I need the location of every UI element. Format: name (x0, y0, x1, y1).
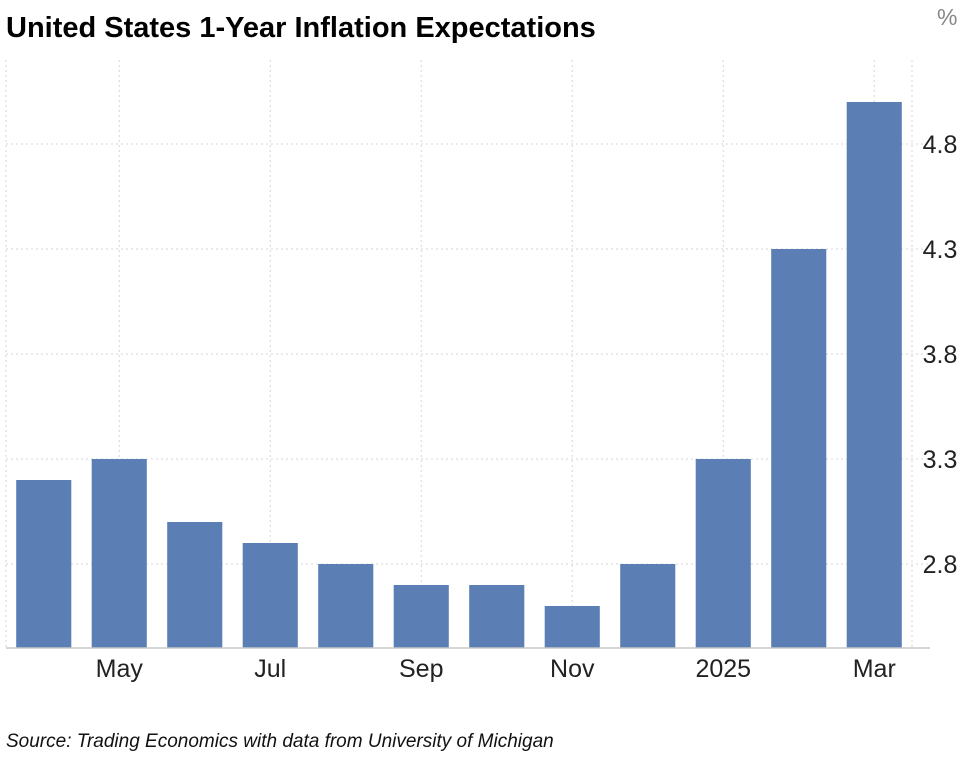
chart-title: United States 1-Year Inflation Expectati… (6, 12, 596, 44)
bar-6 (393, 585, 449, 648)
bar-9 (620, 564, 676, 648)
y-axis-ticks: 2.8 3.3 3.8 4.3 4.8 (923, 131, 958, 579)
y-tick-label: 3.3 (923, 446, 958, 474)
x-axis-ticks: May Jul Sep Nov 2025 Mar (96, 655, 896, 683)
bar-8 (544, 606, 600, 648)
bars (16, 102, 902, 648)
y-tick-label: 3.8 (923, 341, 958, 369)
x-tick-label: Nov (550, 655, 595, 683)
y-axis-unit-label: % (937, 4, 958, 30)
bar-3 (167, 522, 223, 648)
x-tick-label: Mar (853, 655, 896, 683)
bar-10 (695, 459, 751, 648)
bar-5 (318, 564, 374, 648)
bar-1 (16, 480, 72, 648)
x-tick-label: May (96, 655, 144, 683)
bar-2 (91, 459, 147, 648)
x-tick-label: Sep (399, 655, 443, 683)
source-note: Source: Trading Economics with data from… (6, 731, 554, 752)
x-tick-label: 2025 (695, 655, 751, 683)
bar-12 (846, 102, 902, 648)
bar-4 (242, 543, 298, 648)
y-tick-label: 4.8 (923, 131, 958, 159)
bar-7 (469, 585, 525, 648)
y-tick-label: 4.3 (923, 236, 958, 264)
bar-11 (771, 249, 827, 648)
y-tick-label: 2.8 (923, 551, 958, 579)
x-tick-label: Jul (254, 655, 286, 683)
